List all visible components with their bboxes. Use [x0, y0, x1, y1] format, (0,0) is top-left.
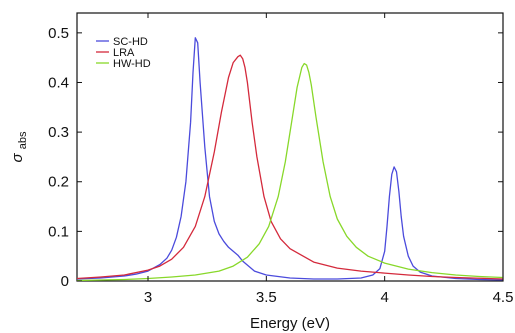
series-line-lra	[76, 54, 504, 280]
y-axis-label-subscript: abs	[17, 131, 29, 149]
series-group	[76, 37, 504, 282]
series-line-hw-hd	[76, 62, 504, 282]
x-tick-label: 3.5	[256, 289, 277, 306]
y-tick-label: 0.5	[48, 25, 69, 42]
x-tick-label: 4	[380, 289, 388, 306]
y-tick-label: 0.1	[48, 223, 69, 240]
legend-label-sc-hd: SC-HD	[113, 36, 148, 48]
y-tick-label: 0	[61, 273, 69, 290]
y-tick-label: 0.2	[48, 174, 69, 191]
y-axis-label-symbol: σ	[9, 152, 26, 162]
legend-label-hw-hd: HW-HD	[113, 58, 151, 70]
y-axis-label: σ abs	[9, 131, 29, 162]
series-line-sc-hd	[76, 37, 504, 281]
x-tick-label: 3	[144, 289, 152, 306]
y-tick-label: 0.4	[48, 74, 69, 91]
legend-label-lra: LRA	[113, 47, 135, 59]
ticks-group: 3 3.5 4 4.5 0 0.1 0.2 0.3 0.4 0.5	[48, 13, 513, 306]
x-axis-label: Energy (eV)	[250, 315, 330, 332]
plot-frame	[76, 12, 504, 282]
x-tick-label: 4.5	[493, 289, 514, 306]
y-tick-label: 0.3	[48, 124, 69, 141]
